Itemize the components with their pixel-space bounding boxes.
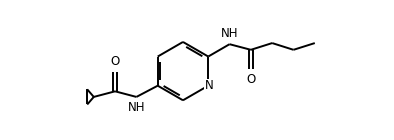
Text: N: N xyxy=(204,79,213,92)
Text: O: O xyxy=(110,55,120,68)
Text: O: O xyxy=(246,73,255,86)
Text: NH: NH xyxy=(221,27,238,40)
Text: NH: NH xyxy=(128,101,145,114)
